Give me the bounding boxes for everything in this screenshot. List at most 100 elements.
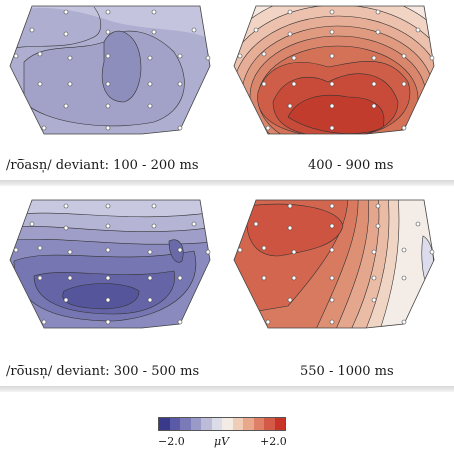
electrode-marker: [371, 297, 377, 303]
electrode-marker: [177, 81, 183, 87]
electrode-marker: [291, 249, 297, 255]
electrode-marker: [67, 275, 73, 281]
colorbar-swatch: [264, 418, 275, 430]
electrode-marker: [375, 223, 381, 229]
electrode-marker: [329, 125, 335, 131]
electrode-marker: [287, 31, 293, 37]
electrode-marker: [429, 249, 435, 255]
electrode-marker: [37, 81, 43, 87]
electrode-marker: [261, 275, 267, 281]
electrode-marker: [329, 203, 335, 209]
colorbar-unit-label: μV: [214, 435, 230, 448]
electrode-marker: [291, 55, 297, 61]
colorbar-swatch: [243, 418, 254, 430]
electrode-marker: [147, 275, 153, 281]
electrode-marker: [41, 319, 47, 325]
electrode-marker: [105, 81, 111, 87]
electrode-marker: [329, 319, 335, 325]
electrode-marker: [147, 55, 153, 61]
electrode-marker: [105, 53, 111, 59]
electrode-marker: [105, 29, 111, 35]
electrode-marker: [265, 319, 271, 325]
electrode-marker: [105, 103, 111, 109]
colorbar-swatch: [180, 418, 191, 430]
electrode-marker: [63, 103, 69, 109]
caption-roasn-100-200: /rō̅asn̩/ deviant: 100 - 200 ms: [6, 158, 199, 173]
electrode-marker: [371, 103, 377, 109]
colorbar-min-label: −2.0: [158, 435, 185, 448]
electrode-marker: [105, 275, 111, 281]
electrode-marker: [151, 203, 157, 209]
electrode-marker: [329, 9, 335, 15]
colorbar-max-label: +2.0: [260, 435, 287, 448]
electrode-marker: [401, 275, 407, 281]
electrode-marker: [237, 247, 243, 253]
electrode-marker: [205, 55, 211, 61]
electrode-marker: [37, 51, 43, 57]
electrode-marker: [13, 247, 19, 253]
electrode-marker: [105, 9, 111, 15]
electrode-marker: [253, 27, 259, 33]
electrode-marker: [63, 225, 69, 231]
electrode-marker: [375, 203, 381, 209]
electrode-marker: [41, 125, 47, 131]
caption-400-900: 400 - 900 ms: [308, 158, 394, 173]
electrode-marker: [13, 53, 19, 59]
electrode-marker: [429, 55, 435, 61]
electrode-marker: [375, 9, 381, 15]
electrode-marker: [147, 249, 153, 255]
electrode-marker: [265, 125, 271, 131]
electrode-marker: [105, 297, 111, 303]
topomap-rousn-550-1000: [233, 199, 435, 329]
electrode-marker: [401, 125, 407, 131]
electrode-marker: [371, 275, 377, 281]
colorbar-swatch: [222, 418, 233, 430]
electrode-marker: [415, 27, 421, 33]
caption-divider-bottom: [0, 386, 454, 392]
electrode-marker: [291, 275, 297, 281]
topomap-roasn-400-900: [233, 5, 435, 135]
colorbar-swatch: [274, 418, 285, 430]
colorbar-swatch: [253, 418, 264, 430]
electrode-marker: [261, 245, 267, 251]
electrode-marker: [105, 319, 111, 325]
electrode-marker: [329, 297, 335, 303]
electrode-marker: [237, 53, 243, 59]
topomap-roasn-100-200: [9, 5, 211, 135]
electrode-marker: [287, 225, 293, 231]
electrode-marker: [151, 9, 157, 15]
electrode-marker: [371, 249, 377, 255]
electrode-marker: [67, 81, 73, 87]
electrode-marker: [105, 125, 111, 131]
electrode-marker: [151, 29, 157, 35]
electrode-marker: [287, 9, 293, 15]
electrode-marker: [401, 53, 407, 59]
electrode-marker: [147, 81, 153, 87]
electrode-marker: [329, 29, 335, 35]
colorbar: [158, 417, 286, 431]
electrode-marker: [191, 221, 197, 227]
electrode-marker: [29, 221, 35, 227]
electrode-marker: [401, 319, 407, 325]
electrode-marker: [147, 297, 153, 303]
electrode-marker: [67, 55, 73, 61]
electrode-marker: [37, 245, 43, 251]
colorbar-swatch: [201, 418, 212, 430]
topomap-rousn-300-500: [9, 199, 211, 329]
electrode-marker: [329, 275, 335, 281]
electrode-marker: [29, 27, 35, 33]
electrode-marker: [287, 297, 293, 303]
electrode-marker: [291, 81, 297, 87]
electrode-marker: [105, 223, 111, 229]
electrode-marker: [287, 103, 293, 109]
caption-rousn-300-500: /rō̅usn̩/ deviant: 300 - 500 ms: [6, 364, 200, 379]
electrode-marker: [371, 55, 377, 61]
electrode-marker: [261, 51, 267, 57]
caption-divider-top: [0, 180, 454, 186]
electrode-marker: [105, 247, 111, 253]
electrode-marker: [151, 223, 157, 229]
electrode-marker: [329, 81, 335, 87]
electrode-marker: [401, 247, 407, 253]
electrode-marker: [253, 221, 259, 227]
electrode-marker: [329, 223, 335, 229]
